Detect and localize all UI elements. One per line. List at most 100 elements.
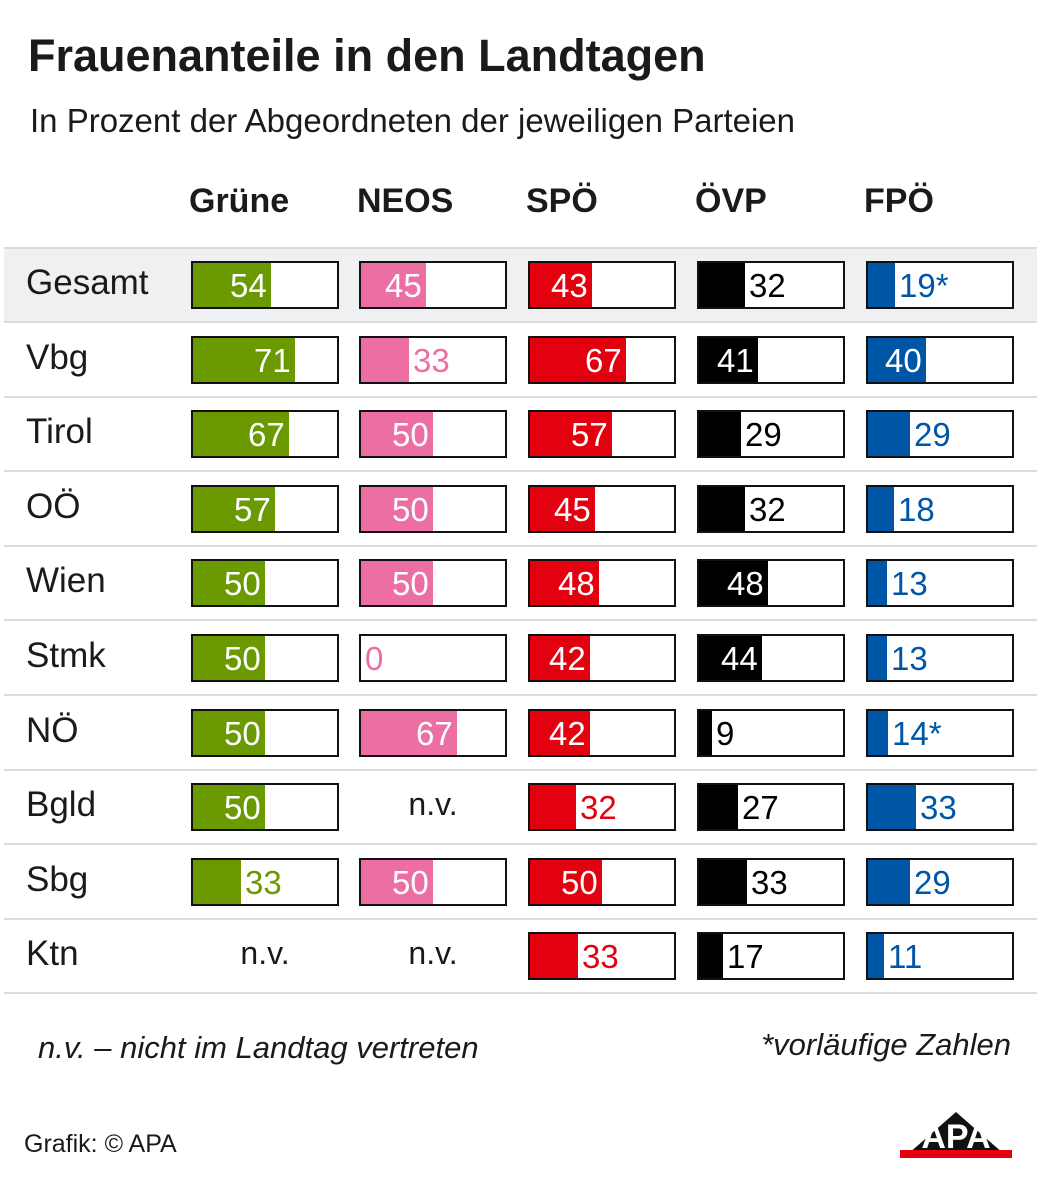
- bar-cell: 48: [697, 559, 845, 608]
- bar-fill: [699, 859, 747, 904]
- bar-value-label: 33: [245, 863, 282, 901]
- row-separator: [4, 395, 1037, 398]
- column-header: NEOS: [357, 182, 454, 220]
- bar-value-label: 71: [254, 341, 291, 379]
- bar-fill: [193, 859, 241, 904]
- bar-cell: 17: [697, 932, 845, 981]
- bar-cell: 33: [866, 783, 1014, 832]
- bar-fill: [699, 785, 738, 830]
- bar-value-label: 50: [392, 565, 429, 603]
- bar-value-label: 18: [898, 490, 935, 528]
- bar-fill: [193, 785, 265, 830]
- bar-cell: 43: [528, 261, 676, 309]
- bar-value-label: 42: [549, 640, 586, 677]
- bar-fill: [361, 263, 426, 307]
- bar-fill: [530, 337, 626, 382]
- row-separator: [4, 992, 1037, 995]
- footnote-nv: n.v. – nicht im Landtag vertreten: [38, 1030, 479, 1065]
- column-header: ÖVP: [695, 182, 767, 220]
- bar-value-label: 32: [749, 267, 786, 304]
- chart-title: Frauenanteile in den Landtagen: [28, 30, 706, 81]
- row-separator: [4, 694, 1037, 696]
- bar-value-label: 50: [224, 565, 261, 603]
- bar-value-label: 13: [891, 640, 928, 677]
- bar-fill: [530, 710, 590, 755]
- bar-value-label: 33: [582, 938, 619, 976]
- row-label: Sbg: [26, 859, 89, 899]
- apa-logo: APA: [900, 1112, 1012, 1158]
- bar-cell: 57: [528, 410, 676, 459]
- not-represented-label: n.v.: [240, 935, 290, 972]
- bar-cell: 13: [866, 559, 1014, 608]
- bar-cell: 71: [191, 335, 339, 384]
- bar-fill: [530, 934, 578, 979]
- not-represented-label: n.v.: [408, 786, 458, 823]
- table-row: [4, 249, 1037, 321]
- bar-cell: 50: [191, 634, 339, 682]
- bar-cell: 50: [359, 410, 507, 459]
- bar-value-label: 48: [558, 565, 595, 603]
- bar-fill: [868, 486, 894, 531]
- bar-value-label: 33: [413, 341, 450, 379]
- bar-cell: 13: [866, 634, 1014, 682]
- bar-fill: [868, 785, 916, 830]
- bar-value-label: 50: [224, 714, 261, 752]
- row-separator: [4, 544, 1037, 547]
- bar-cell: 33: [697, 857, 845, 906]
- credit: Grafik: © APA: [24, 1130, 177, 1158]
- bar-fill: [193, 337, 295, 382]
- bar-fill: [361, 710, 457, 755]
- bar-cell: 54: [191, 261, 339, 309]
- bar-value-label: 29: [914, 863, 951, 901]
- bar-fill: [530, 561, 599, 606]
- bar-cell: 11: [866, 932, 1014, 981]
- apa-logo-text: APA: [921, 1118, 990, 1156]
- bar-value-label: 50: [224, 789, 261, 827]
- bar-cell: 9: [697, 708, 845, 757]
- bar-cell: 14*: [866, 708, 1014, 757]
- row-label: Stmk: [26, 636, 106, 675]
- not-represented-label: n.v.: [408, 935, 458, 972]
- bar-value-label: 17: [727, 938, 764, 976]
- bar-cell: 41: [697, 335, 845, 384]
- bar-value-label: 54: [230, 267, 267, 304]
- bar-fill: [868, 859, 910, 904]
- row-label: NÖ: [26, 710, 79, 750]
- bar-value-label: 45: [554, 490, 591, 528]
- bar-value-label: 42: [549, 714, 586, 752]
- row-label: Wien: [26, 561, 106, 601]
- bar-cell: 29: [866, 857, 1014, 906]
- bar-fill: [361, 486, 433, 531]
- bar-fill: [868, 263, 895, 307]
- bar-cell: 67: [191, 410, 339, 459]
- bar-value-label: 9: [716, 714, 735, 752]
- bar-fill: [868, 934, 884, 979]
- bar-value-label: 48: [727, 565, 764, 603]
- bar-fill: [361, 561, 433, 606]
- row-separator: [4, 917, 1037, 920]
- bar-value-label: 29: [914, 416, 951, 454]
- column-header: SPÖ: [526, 182, 598, 220]
- bar-cell: 67: [359, 708, 507, 757]
- bar-cell: 45: [528, 484, 676, 533]
- bar-fill: [530, 785, 576, 830]
- bar-fill: [699, 486, 745, 531]
- bar-value-label: 27: [742, 789, 779, 827]
- bar-fill: [530, 486, 595, 531]
- bar-fill: [868, 561, 887, 606]
- row-separator: [4, 768, 1037, 771]
- bar-fill: [530, 412, 612, 457]
- bar-cell: 57: [191, 484, 339, 533]
- row-separator: [4, 321, 1037, 323]
- bar-cell: 33: [359, 335, 507, 384]
- bar-fill: [699, 636, 762, 680]
- bar-cell: 29: [866, 410, 1014, 459]
- bar-fill: [193, 486, 275, 531]
- bar-fill: [361, 412, 433, 457]
- bar-fill: [530, 859, 602, 904]
- bar-cell: 45: [359, 261, 507, 309]
- column-header: Grüne: [189, 182, 290, 220]
- bar-cell: 40: [866, 335, 1014, 384]
- row-separator: [4, 247, 1037, 249]
- bar-value-label: 67: [585, 341, 622, 379]
